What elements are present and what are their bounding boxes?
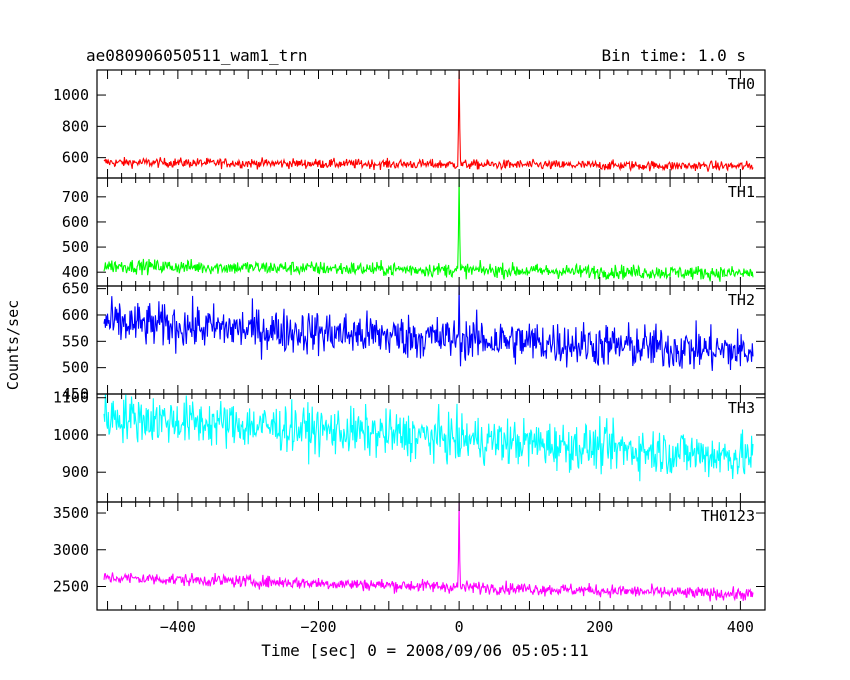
panel-frame xyxy=(96,501,766,611)
panel-th1: 400 500 600 700 TH1 xyxy=(62,177,766,287)
panel-th2: 450 500 550 600 650 TH2 xyxy=(62,280,766,403)
y-tick-label: 600 xyxy=(62,149,89,167)
y-tick-label: 800 xyxy=(62,117,89,135)
y-tick-label: 650 xyxy=(62,280,89,298)
y-tick-label: 400 xyxy=(62,263,89,281)
y-tick-label: 600 xyxy=(62,213,89,231)
panels-group: 600 800 1000 TH0 400 500 600 700 TH1 450 500 550 600… xyxy=(53,69,766,636)
y-tick-label: 2500 xyxy=(53,577,89,595)
y-tick-label: 550 xyxy=(62,332,89,350)
panel-th0123: 2500 3000 3500 TH0123 xyxy=(53,501,766,611)
series-line-th2 xyxy=(103,286,754,371)
series-label-th3: TH3 xyxy=(728,399,755,417)
y-tick-label: 600 xyxy=(62,306,89,324)
y-tick-label: 700 xyxy=(62,188,89,206)
y-axis-label: Counts/sec xyxy=(4,300,22,390)
y-tick-label: 3500 xyxy=(53,504,89,522)
panel-th0: 600 800 1000 TH0 xyxy=(53,69,766,179)
x-tick-label: 200 xyxy=(586,618,613,636)
x-tick-label: −200 xyxy=(300,618,336,636)
series-label-th2: TH2 xyxy=(728,291,755,309)
y-tick-label: 450 xyxy=(62,385,89,403)
x-tick-label: −400 xyxy=(160,618,196,636)
y-tick-label: 500 xyxy=(62,359,89,377)
y-tick-label: 1000 xyxy=(53,426,89,444)
y-tick-label: 1000 xyxy=(53,86,89,104)
series-line-th3 xyxy=(103,394,754,482)
y-tick-label: 900 xyxy=(62,463,89,481)
series-label-th0: TH0 xyxy=(728,75,755,93)
x-axis-label: Time [sec] 0 = 2008/09/06 05:05:11 xyxy=(261,641,589,660)
x-tick-label: 0 xyxy=(455,618,464,636)
series-label-th0123: TH0123 xyxy=(701,507,755,525)
series-line-th0123 xyxy=(103,502,754,602)
x-tick-label: 400 xyxy=(727,618,754,636)
chart-title: ae080906050511_wam1_trn xyxy=(86,46,308,65)
y-tick-label: 500 xyxy=(62,238,89,256)
series-line-th1 xyxy=(103,178,754,282)
y-tick-label: 1100 xyxy=(53,389,89,407)
series-label-th1: TH1 xyxy=(728,183,755,201)
panel-th3: 900 1000 1100 TH3 xyxy=(53,389,766,503)
y-tick-label: 3000 xyxy=(53,541,89,559)
series-line-th0 xyxy=(103,70,754,172)
bin-time-label: Bin time: 1.0 s xyxy=(602,46,747,65)
